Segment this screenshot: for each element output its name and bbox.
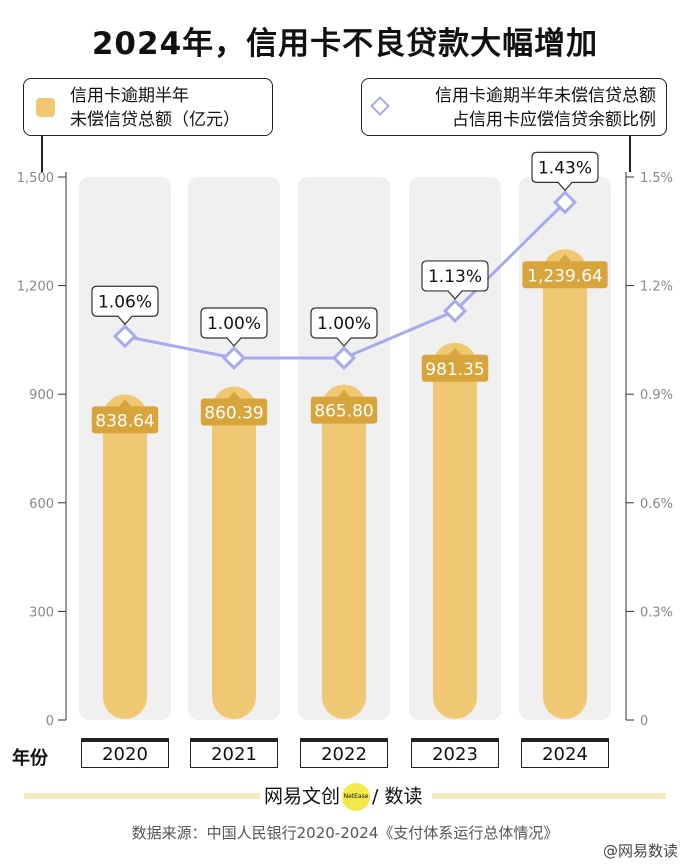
bar-value-label: 1,239.64 xyxy=(527,266,603,286)
line-callout-box xyxy=(310,307,378,347)
bar-label-pointer xyxy=(559,254,571,262)
line-callout-box xyxy=(421,260,489,300)
bar-label-pointer xyxy=(228,391,240,399)
line-value-label: 1.00% xyxy=(317,314,371,334)
brand-divider-left xyxy=(24,793,260,799)
brand-divider-right xyxy=(432,793,666,799)
legend-line-pointer xyxy=(629,136,631,172)
legend-bar-line1: 信用卡逾期半年 xyxy=(70,86,189,106)
legend-bar-line2: 未偿信贷总额（亿元） xyxy=(70,110,240,130)
y-tick-label-left: 0 xyxy=(46,714,54,729)
bar-swatch-icon xyxy=(36,98,55,117)
y-tick-label-left: 1,200 xyxy=(17,280,54,295)
line-callout-box xyxy=(200,307,268,347)
bar-label-box xyxy=(310,396,378,424)
legend-line-line1: 信用卡逾期半年未偿信贷总额 xyxy=(435,86,656,106)
x-tick-label: 2023 xyxy=(411,738,499,768)
legend-bar-pointer xyxy=(41,136,43,172)
line-callout-box xyxy=(91,285,159,326)
brand-name-right: / 数读 xyxy=(372,785,423,808)
y-tick-label-right: 0.6% xyxy=(640,497,673,512)
chart-title: 2024年，信用卡不良贷款大幅增加 xyxy=(91,26,599,62)
bar xyxy=(103,394,147,719)
bar-value-label: 860.39 xyxy=(204,404,263,424)
line-value-label: 1.06% xyxy=(98,292,152,312)
bar-label-box xyxy=(91,406,159,434)
bar-value-label: 838.64 xyxy=(95,411,154,431)
y-tick-label-right: 1.2% xyxy=(640,280,673,295)
y-tick-label-right: 0 xyxy=(640,714,648,729)
bar-label-pointer xyxy=(338,389,350,397)
legend-line: 信用卡逾期半年未偿信贷总额 占信用卡应偿信贷余额比例 xyxy=(361,78,667,136)
source-note: 数据来源：中国人民银行2020-2024《支付体系运行总体情况》 xyxy=(131,824,559,842)
bar-label-pointer xyxy=(449,347,461,355)
line-point xyxy=(331,345,357,371)
bar xyxy=(433,342,477,719)
bar xyxy=(543,249,587,720)
bar-label-box xyxy=(200,398,268,426)
brand-name-left: 网易文创 xyxy=(264,785,341,808)
line-value-label: 1.13% xyxy=(428,267,482,287)
bar-label-box xyxy=(421,354,489,382)
line-point xyxy=(112,324,138,349)
y-tick-label-right: 0.3% xyxy=(640,605,673,620)
y-tick-label-left: 300 xyxy=(29,605,54,620)
year-axis-label: 年份 xyxy=(12,748,48,769)
brand-logo: 网易文创 NetEase / 数读 xyxy=(264,783,423,811)
line-value-label: 1.00% xyxy=(207,314,261,334)
x-tick-label: 2021 xyxy=(190,738,278,768)
y-tick-label-right: 1.5% xyxy=(640,171,673,186)
legend-line-line2: 占信用卡应偿信贷余额比例 xyxy=(452,110,656,130)
legend-line-text: 信用卡逾期半年未偿信贷总额 占信用卡应偿信贷余额比例 xyxy=(435,84,656,132)
bar-label-pointer xyxy=(119,399,131,407)
y-tick-label-left: 1,500 xyxy=(17,171,54,186)
line-point xyxy=(442,298,468,323)
line-callout-box xyxy=(531,151,599,192)
netease-logo-icon: NetEase xyxy=(342,783,371,811)
line-point xyxy=(221,345,247,371)
y-tick-label-right: 0.9% xyxy=(640,388,673,403)
x-tick-label: 2022 xyxy=(300,738,388,768)
line-point xyxy=(552,190,578,215)
x-tick-label: 2020 xyxy=(81,738,169,768)
line-value-label: 1.43% xyxy=(538,158,592,178)
bar xyxy=(212,386,256,719)
bar-value-label: 865.80 xyxy=(314,402,373,422)
bar-label-box xyxy=(522,261,608,289)
y-tick-label-left: 600 xyxy=(29,497,54,512)
y-tick-label-left: 900 xyxy=(29,388,54,403)
bar xyxy=(322,384,366,719)
legend-bar-text: 信用卡逾期半年 未偿信贷总额（亿元） xyxy=(70,84,240,132)
watermark: @网易数读 xyxy=(602,842,678,860)
legend-bar: 信用卡逾期半年 未偿信贷总额（亿元） xyxy=(23,78,273,136)
bar-value-label: 981.35 xyxy=(425,360,484,380)
x-tick-label: 2024 xyxy=(521,738,609,768)
